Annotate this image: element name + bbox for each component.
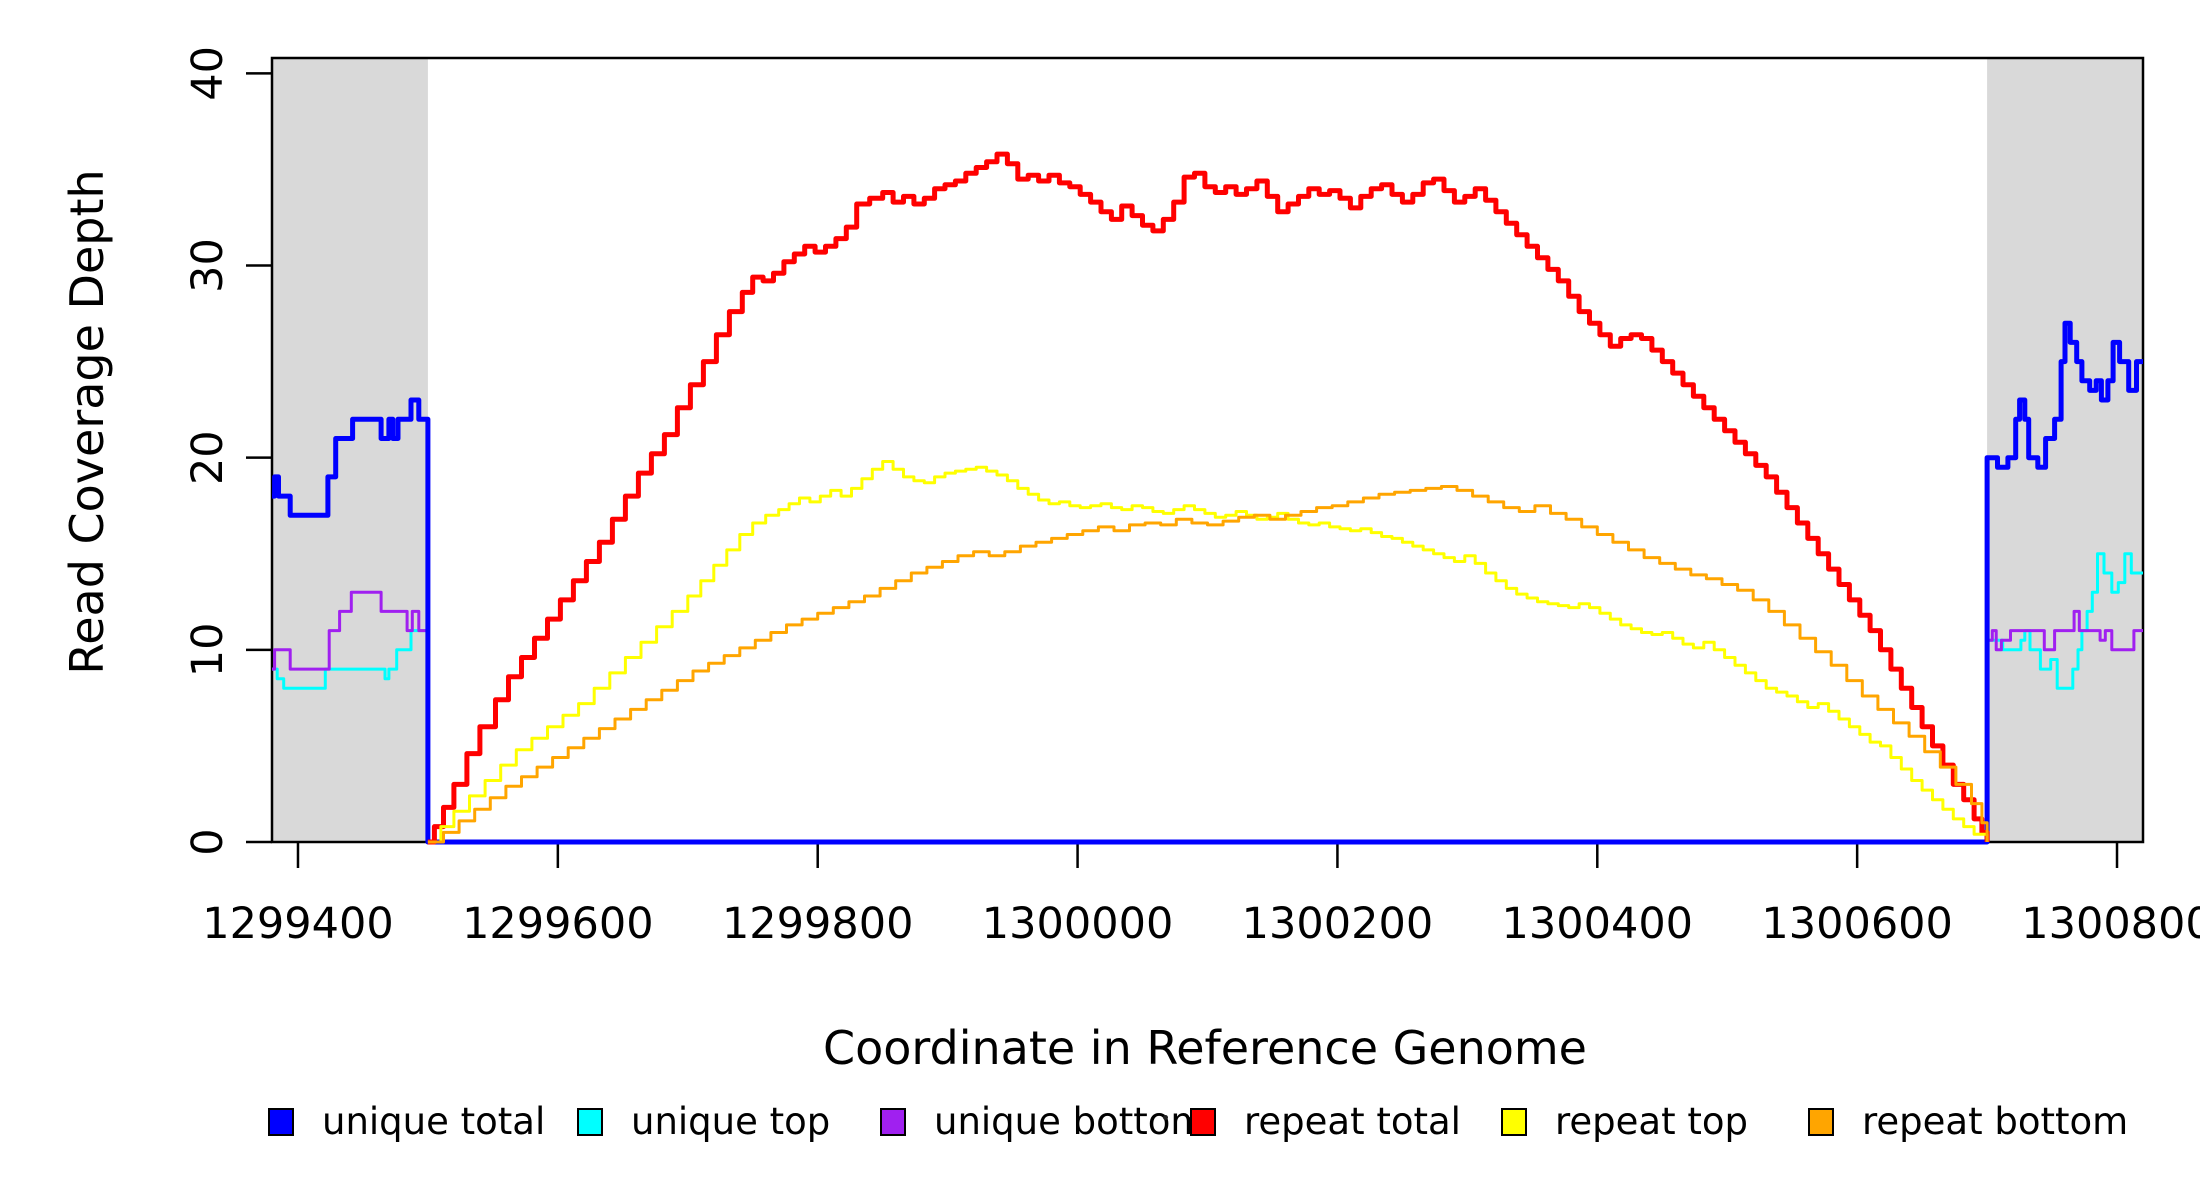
legend-item-repeat-top: repeat top <box>1501 1100 1748 1144</box>
series-line-unique-total <box>272 320 2143 845</box>
legend-label: repeat bottom <box>1862 1100 2129 1143</box>
repeat-bottom-swatch-icon <box>1808 1108 1834 1136</box>
legend-label: unique top <box>631 1100 831 1143</box>
y-tick-label: 30 <box>183 238 233 293</box>
series-line-repeat-top <box>427 460 1989 844</box>
y-tick-label: 20 <box>183 430 233 485</box>
legend-item-repeat-bottom: repeat bottom <box>1808 1100 2128 1144</box>
legend-item-unique-total: unique total <box>268 1100 545 1144</box>
legend-label: repeat top <box>1555 1100 1748 1143</box>
x-tick-label: 1300800 <box>2021 899 2200 949</box>
legend-label: repeat total <box>1244 1100 1461 1143</box>
legend-item-repeat-total: repeat total <box>1190 1100 1461 1144</box>
series-line-repeat-bottom <box>427 485 1989 844</box>
x-tick-label: 1300400 <box>1502 899 1694 949</box>
legend-label: unique bottom <box>934 1100 1207 1143</box>
stray-dot-artifact <box>1163 1115 1168 1120</box>
x-tick-label: 1300000 <box>982 899 1174 949</box>
x-tick-label: 1299800 <box>722 899 914 949</box>
series-line-unique-bottom <box>272 590 2143 844</box>
series-line-repeat-total <box>427 151 1990 845</box>
x-tick-label: 1300200 <box>1242 899 1434 949</box>
legend-label: unique total <box>322 1100 546 1143</box>
x-tick-label: 1299600 <box>462 899 654 949</box>
series-line-unique-top <box>272 552 2143 844</box>
y-tick-label: 10 <box>183 622 233 677</box>
repeat-top-swatch-icon <box>1501 1108 1527 1136</box>
y-tick-label: 0 <box>183 828 233 855</box>
plot-border <box>270 56 2145 844</box>
unique-top-swatch-icon <box>577 1108 603 1136</box>
unique-bottom-swatch-icon <box>880 1108 906 1136</box>
legend: unique total unique top unique bottom re… <box>0 1100 2200 1144</box>
shaded-region-left <box>272 58 428 842</box>
unique-total-swatch-icon <box>268 1108 294 1136</box>
x-tick-label: 1299400 <box>202 899 394 949</box>
x-axis-title: Coordinate in Reference Genome <box>823 1021 1587 1075</box>
legend-item-unique-bottom: unique bottom <box>880 1100 1206 1144</box>
legend-item-unique-top: unique top <box>577 1100 830 1144</box>
repeat-total-swatch-icon <box>1190 1108 1216 1136</box>
shaded-region-right <box>1987 58 2143 842</box>
y-tick-label: 40 <box>183 46 233 101</box>
y-axis-title: Read Coverage Depth <box>60 169 114 675</box>
x-tick-label: 1300600 <box>1761 899 1953 949</box>
